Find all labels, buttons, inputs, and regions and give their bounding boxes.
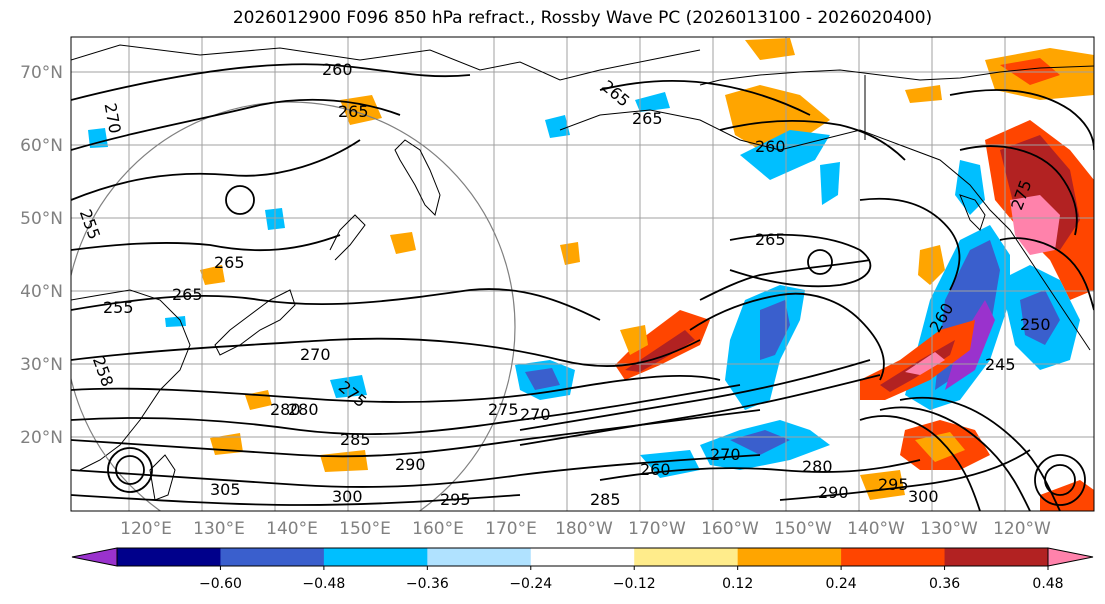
contour-label: 265 <box>214 253 245 272</box>
contour-label: 250 <box>1020 315 1051 334</box>
lon-label: 130°W <box>920 519 978 539</box>
colorbar-tick-label: 0.24 <box>826 576 857 592</box>
contour-label: 260 <box>640 460 671 479</box>
contour-label: 290 <box>395 455 426 474</box>
colorbar-segment <box>841 548 946 566</box>
lat-label-60n: 60°N <box>20 136 63 156</box>
contour-label: 295 <box>878 475 909 494</box>
colorbar-segments <box>71 547 1094 567</box>
lon-label: 170°E <box>485 519 537 539</box>
contour-label: 260 <box>322 60 353 79</box>
contour-label: 305 <box>210 480 241 499</box>
colorbar-extend-low <box>71 547 118 567</box>
lat-label-30n: 30°N <box>20 355 63 375</box>
colorbar-tick-label: −0.36 <box>406 576 449 592</box>
lon-label: 140°W <box>847 519 905 539</box>
longitude-labels: 120°E 130°E 140°E 150°E 160°E 170°E 180°… <box>120 519 1051 539</box>
colorbar-segment <box>220 548 325 566</box>
contour-label: 265 <box>172 285 203 304</box>
colorbar-ticks: −0.60 −0.48 −0.36 −0.24 −0.12 0.12 0.24 0.36 0.4… <box>199 566 1064 592</box>
contour-label: 270 <box>300 345 331 364</box>
contour-label: 270 <box>520 405 551 424</box>
contour-label: 255 <box>103 298 134 317</box>
lon-label: 170°W <box>628 519 686 539</box>
colorbar-tick-label: 0.48 <box>1032 576 1063 592</box>
lon-label: 180°W <box>555 519 613 539</box>
lon-label: 140°E <box>266 519 318 539</box>
contour-label: 265 <box>755 230 786 249</box>
contour-label: 260 <box>755 137 786 156</box>
contour-label: 280 <box>802 457 833 476</box>
lon-label: 120°W <box>993 519 1051 539</box>
colorbar-segment <box>117 548 221 566</box>
contour-label: 270 <box>710 445 741 464</box>
colorbar-segment <box>944 548 1049 566</box>
lat-label-50n: 50°N <box>20 209 63 229</box>
contour-label: 280 <box>288 400 319 419</box>
contour-label: 300 <box>332 487 363 506</box>
colorbar-segment <box>737 548 842 566</box>
contour-label: 280 <box>270 400 301 419</box>
contour-label: 265 <box>632 109 663 128</box>
map-title: 2026012900 F096 850 hPa refract., Rossby… <box>232 8 933 28</box>
coastlines <box>71 44 1094 501</box>
latitude-labels: 70°N 60°N 50°N 40°N 30°N 20°N <box>20 63 63 448</box>
contour-label: 285 <box>340 430 371 449</box>
colorbar-tick-label: −0.24 <box>509 576 552 592</box>
contour-label: 275 <box>488 400 519 419</box>
colorbar-frame <box>116 547 1049 567</box>
plot-frame <box>70 36 1095 512</box>
lat-label-70n: 70°N <box>20 63 63 83</box>
contour-label: 285 <box>590 490 621 509</box>
colorbar-tick-label: −0.48 <box>302 576 345 592</box>
contour-label: 245 <box>985 355 1016 374</box>
colorbar-tick-label: −0.60 <box>199 576 242 592</box>
colorbar-extend-high <box>1047 547 1094 567</box>
lon-label: 160°W <box>701 519 759 539</box>
colorbar: −0.60 −0.48 −0.36 −0.24 −0.12 0.12 0.24 0.36 0.4… <box>71 547 1094 592</box>
lat-label-40n: 40°N <box>20 282 63 302</box>
colorbar-tick-label: −0.12 <box>613 576 656 592</box>
colorbar-segment <box>634 548 739 566</box>
lon-label: 150°E <box>339 519 391 539</box>
contour-label: 295 <box>440 490 471 509</box>
colorbar-segment <box>427 548 532 566</box>
refractivity-contours <box>71 63 1094 511</box>
lon-label: 160°E <box>412 519 464 539</box>
colorbar-tick-label: 0.12 <box>722 576 753 592</box>
colorbar-segment <box>530 548 635 566</box>
contour-label: 290 <box>818 483 849 502</box>
contour-label: 265 <box>338 102 369 121</box>
colorbar-segment <box>323 548 428 566</box>
lon-label: 130°E <box>193 519 245 539</box>
contour-label: 300 <box>908 487 939 506</box>
lon-label: 150°W <box>774 519 832 539</box>
colorbar-tick-label: 0.36 <box>929 576 960 592</box>
lat-label-20n: 20°N <box>20 428 63 448</box>
lon-label: 120°E <box>120 519 172 539</box>
great-circle-outline <box>71 101 516 511</box>
